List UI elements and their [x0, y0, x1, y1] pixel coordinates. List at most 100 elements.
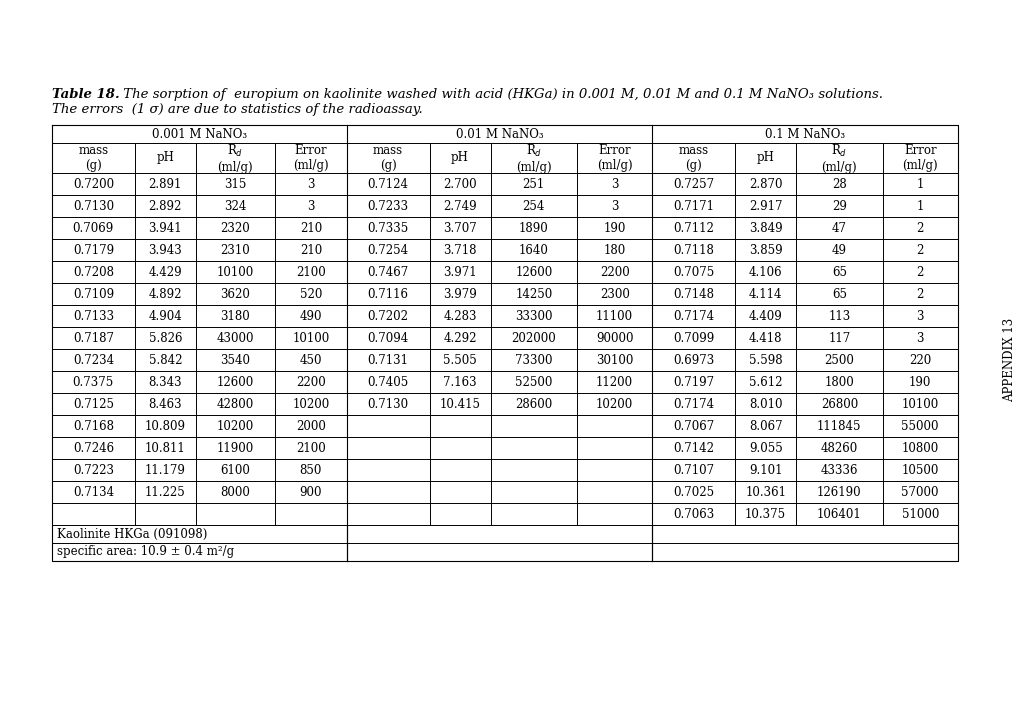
Text: 3.971: 3.971: [443, 265, 477, 278]
Text: 0.7099: 0.7099: [673, 331, 715, 344]
Text: 12600: 12600: [515, 265, 552, 278]
Text: 0.1 M NaNO₃: 0.1 M NaNO₃: [765, 127, 845, 140]
Text: 10.361: 10.361: [745, 485, 786, 498]
Text: 0.7142: 0.7142: [673, 441, 715, 454]
Text: 0.6973: 0.6973: [673, 354, 715, 367]
Text: 0.7130: 0.7130: [73, 199, 114, 213]
Text: 10.809: 10.809: [144, 419, 185, 433]
Text: 0.7124: 0.7124: [368, 178, 409, 191]
Text: 2.892: 2.892: [148, 199, 182, 213]
Text: 10.375: 10.375: [745, 508, 786, 521]
Text: 12600: 12600: [217, 375, 254, 388]
Text: 30100: 30100: [596, 354, 633, 367]
Text: pH: pH: [757, 152, 774, 165]
Text: 4.429: 4.429: [148, 265, 182, 278]
Text: 2300: 2300: [600, 288, 630, 301]
Text: 4.106: 4.106: [749, 265, 782, 278]
Text: 2100: 2100: [296, 265, 326, 278]
Text: 3.979: 3.979: [443, 288, 477, 301]
Text: 3.718: 3.718: [443, 244, 477, 257]
Text: 2500: 2500: [824, 354, 854, 367]
Text: 0.01 M NaNO₃: 0.01 M NaNO₃: [456, 127, 544, 140]
Text: 10200: 10200: [292, 398, 330, 411]
Text: 0.7075: 0.7075: [673, 265, 715, 278]
Text: 28600: 28600: [515, 398, 552, 411]
Text: 210: 210: [300, 244, 322, 257]
Text: 0.7223: 0.7223: [73, 464, 114, 477]
Text: 3.707: 3.707: [443, 221, 477, 234]
Text: 10100: 10100: [292, 331, 330, 344]
Text: 0.7254: 0.7254: [368, 244, 409, 257]
Text: 4.409: 4.409: [749, 309, 782, 323]
Text: 10500: 10500: [901, 464, 939, 477]
Text: 90000: 90000: [596, 331, 634, 344]
Text: 0.7179: 0.7179: [73, 244, 114, 257]
Text: 0.7118: 0.7118: [674, 244, 714, 257]
Text: 900: 900: [300, 485, 323, 498]
Text: 2.700: 2.700: [443, 178, 477, 191]
Text: 11.179: 11.179: [144, 464, 185, 477]
Text: 1640: 1640: [519, 244, 549, 257]
Text: 4.283: 4.283: [443, 309, 477, 323]
Text: 190: 190: [909, 375, 932, 388]
Text: 8.010: 8.010: [749, 398, 782, 411]
Text: 9.101: 9.101: [749, 464, 782, 477]
Text: 11.225: 11.225: [144, 485, 185, 498]
Text: 11200: 11200: [596, 375, 633, 388]
Text: Kaolinite HKGa (091098): Kaolinite HKGa (091098): [57, 528, 208, 541]
Text: 1: 1: [916, 178, 924, 191]
Text: 8.343: 8.343: [148, 375, 182, 388]
Text: 180: 180: [603, 244, 626, 257]
Text: 33300: 33300: [515, 309, 553, 323]
Text: 5.826: 5.826: [148, 331, 182, 344]
Text: 2: 2: [916, 221, 924, 234]
Text: R$_d$
(ml/g): R$_d$ (ml/g): [217, 142, 253, 173]
Text: 65: 65: [831, 265, 847, 278]
Text: 0.7187: 0.7187: [73, 331, 114, 344]
Text: 0.7168: 0.7168: [73, 419, 114, 433]
Text: 1: 1: [916, 199, 924, 213]
Text: 10800: 10800: [901, 441, 939, 454]
Text: 10100: 10100: [217, 265, 254, 278]
Text: 4.418: 4.418: [749, 331, 782, 344]
Text: 0.001 M NaNO₃: 0.001 M NaNO₃: [152, 127, 247, 140]
Text: 251: 251: [522, 178, 545, 191]
Text: 52500: 52500: [515, 375, 553, 388]
Text: 2.891: 2.891: [148, 178, 182, 191]
Text: 57000: 57000: [901, 485, 939, 498]
Text: 0.7130: 0.7130: [368, 398, 409, 411]
Text: 3: 3: [307, 199, 314, 213]
Text: 220: 220: [909, 354, 932, 367]
Text: 106401: 106401: [817, 508, 862, 521]
Text: 117: 117: [828, 331, 851, 344]
Text: 1890: 1890: [519, 221, 549, 234]
Text: 3.943: 3.943: [148, 244, 182, 257]
Text: 8.067: 8.067: [749, 419, 782, 433]
Text: 0.7257: 0.7257: [673, 178, 715, 191]
Text: 254: 254: [522, 199, 545, 213]
Text: 0.7467: 0.7467: [368, 265, 409, 278]
Text: mass
(g): mass (g): [78, 144, 109, 172]
Text: 0.7202: 0.7202: [368, 309, 409, 323]
Text: 3: 3: [611, 199, 618, 213]
Text: Error
(ml/g): Error (ml/g): [902, 144, 938, 172]
Text: 0.7133: 0.7133: [73, 309, 114, 323]
Text: 210: 210: [300, 221, 322, 234]
Text: 111845: 111845: [817, 419, 861, 433]
Text: R$_d$
(ml/g): R$_d$ (ml/g): [516, 142, 552, 173]
Text: 450: 450: [300, 354, 323, 367]
Text: 48260: 48260: [820, 441, 858, 454]
Text: 0.7246: 0.7246: [73, 441, 114, 454]
Text: 0.7107: 0.7107: [673, 464, 715, 477]
Text: 2.749: 2.749: [443, 199, 477, 213]
Text: 4.292: 4.292: [443, 331, 477, 344]
Text: Error
(ml/g): Error (ml/g): [597, 144, 633, 172]
Text: 3: 3: [611, 178, 618, 191]
Text: 0.7233: 0.7233: [368, 199, 409, 213]
Text: 65: 65: [831, 288, 847, 301]
Text: 2100: 2100: [296, 441, 326, 454]
Text: 3620: 3620: [220, 288, 250, 301]
Text: The sorption of  europium on kaolinite washed with acid (HKGa) in 0.001 M, 0.01 : The sorption of europium on kaolinite wa…: [119, 88, 883, 101]
Text: 202000: 202000: [511, 331, 556, 344]
Text: 2320: 2320: [220, 221, 250, 234]
